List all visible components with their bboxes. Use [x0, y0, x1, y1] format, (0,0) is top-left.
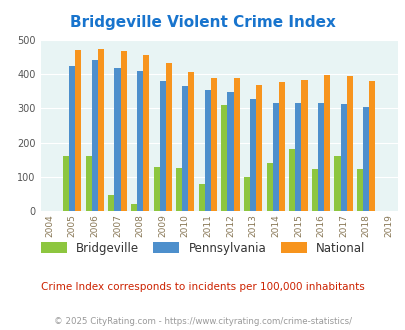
Bar: [334, 156, 340, 211]
Bar: [165, 63, 171, 211]
Text: © 2025 CityRating.com - https://www.cityrating.com/crime-statistics/: © 2025 CityRating.com - https://www.city…: [54, 317, 351, 326]
Bar: [188, 72, 194, 211]
Bar: [63, 156, 69, 211]
Bar: [294, 103, 301, 211]
Bar: [356, 169, 362, 211]
Bar: [256, 85, 262, 211]
Bar: [249, 99, 256, 211]
Bar: [75, 50, 81, 211]
Bar: [108, 195, 114, 211]
Bar: [143, 55, 149, 211]
Bar: [317, 103, 323, 211]
Bar: [211, 78, 217, 211]
Bar: [266, 163, 272, 211]
Bar: [221, 105, 227, 211]
Bar: [362, 107, 369, 211]
Bar: [182, 85, 188, 211]
Bar: [98, 49, 104, 211]
Bar: [85, 156, 92, 211]
Bar: [153, 167, 159, 211]
Bar: [311, 169, 317, 211]
Bar: [205, 90, 211, 211]
Bar: [272, 103, 278, 211]
Text: Bridgeville Violent Crime Index: Bridgeville Violent Crime Index: [70, 15, 335, 30]
Bar: [278, 82, 284, 211]
Bar: [92, 60, 98, 211]
Bar: [369, 81, 375, 211]
Bar: [243, 177, 249, 211]
Bar: [114, 68, 120, 211]
Bar: [137, 71, 143, 211]
Bar: [288, 149, 294, 211]
Bar: [69, 66, 75, 211]
Legend: Bridgeville, Pennsylvania, National: Bridgeville, Pennsylvania, National: [36, 237, 369, 259]
Bar: [176, 168, 182, 211]
Bar: [301, 80, 307, 211]
Bar: [346, 76, 352, 211]
Bar: [198, 184, 205, 211]
Bar: [340, 105, 346, 211]
Bar: [227, 92, 233, 211]
Bar: [159, 81, 165, 211]
Bar: [323, 75, 329, 211]
Bar: [120, 50, 126, 211]
Bar: [131, 204, 137, 211]
Bar: [233, 79, 239, 211]
Text: Crime Index corresponds to incidents per 100,000 inhabitants: Crime Index corresponds to incidents per…: [41, 282, 364, 292]
